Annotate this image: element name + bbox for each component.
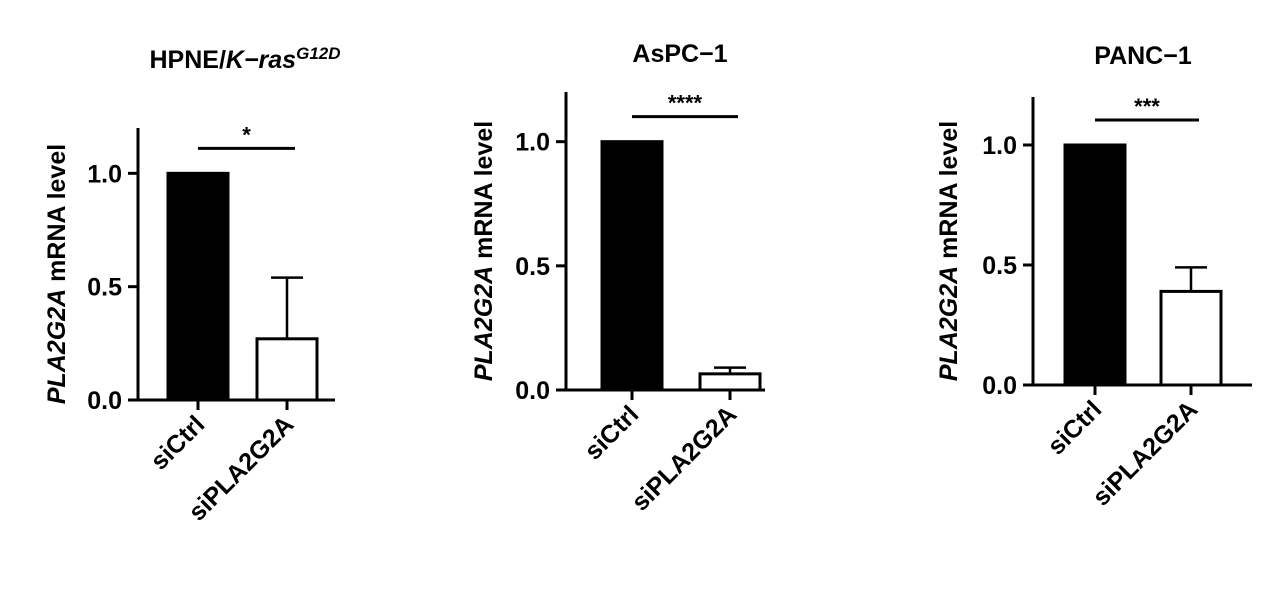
- title-part: HPNE/: [149, 46, 225, 74]
- y-tick-label: 0.5: [982, 252, 1017, 280]
- significance-label: ****: [668, 91, 703, 116]
- chart-title: AsPC−1: [632, 40, 727, 68]
- title-part: G12D: [296, 44, 340, 63]
- y-axis-label: PLA2G2A mRNA level: [43, 144, 71, 404]
- chart-title: PANC−1: [1094, 42, 1192, 70]
- y-tick-label: 0.0: [87, 387, 122, 415]
- bar: [1159, 289, 1223, 387]
- y-tick-label: 1.0: [87, 160, 122, 188]
- y-axis-label: PLA2G2A mRNA level: [470, 121, 498, 381]
- y-axis-label-gene: PLA2G2A: [470, 266, 498, 381]
- y-tick-label: 0.5: [515, 253, 550, 281]
- chart-title: HPNE/K−rasG12D: [149, 44, 340, 75]
- y-tick-label: 1.0: [515, 129, 550, 157]
- y-axis-label-text: mRNA level: [935, 121, 963, 259]
- significance-label: ***: [1134, 94, 1160, 119]
- bar: [255, 337, 319, 402]
- y-axis-label-text: mRNA level: [470, 121, 498, 259]
- bar: [166, 171, 230, 402]
- x-tick-label: siCtrl: [145, 410, 210, 475]
- x-tick-label: siCtrl: [579, 400, 644, 465]
- bar: [600, 140, 664, 392]
- y-tick-label: 0.0: [982, 372, 1017, 400]
- x-tick-label: siCtrl: [1042, 395, 1107, 460]
- significance-label: *: [242, 122, 251, 147]
- bar: [698, 372, 762, 392]
- title-part: PANC−1: [1094, 42, 1192, 70]
- panel: HPNE/K−rasG12D PLA2G2A mRNA level 0.0 0.5 1.0…: [43, 44, 341, 527]
- y-axis-label-gene: PLA2G2A: [935, 266, 963, 381]
- title-part: AsPC−1: [632, 40, 727, 68]
- x-tick-label: siPLA2G2A: [626, 400, 742, 516]
- y-tick-label: 0.5: [87, 274, 122, 302]
- y-tick-label: 0.0: [515, 377, 550, 405]
- y-axis-label-gene: PLA2G2A: [43, 289, 71, 404]
- y-tick-label: 1.0: [982, 132, 1017, 160]
- y-axis-label-text: mRNA level: [43, 144, 71, 282]
- title-part: K−ras: [226, 46, 296, 74]
- y-axis-label: PLA2G2A mRNA level: [935, 121, 963, 381]
- panel: AsPC−1 PLA2G2A mRNA level 0.0 0.5 1.0 siCtrlsi…: [470, 40, 765, 517]
- bar: [1063, 143, 1127, 387]
